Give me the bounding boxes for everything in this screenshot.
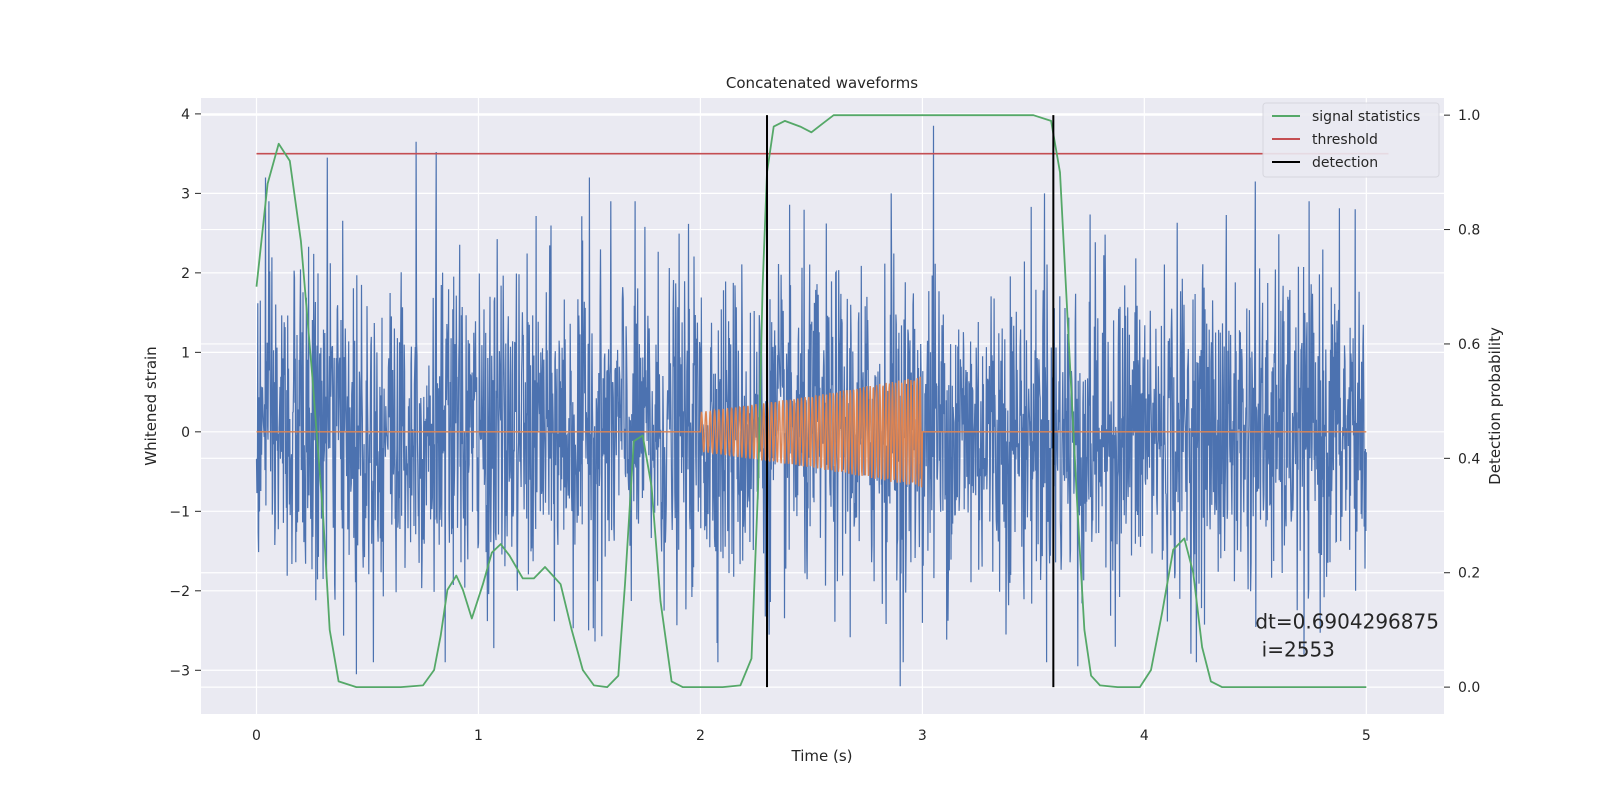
legend: signal statistics threshold detection: [1262, 102, 1440, 178]
y-tick-label: −2: [169, 584, 190, 600]
y2-tick-label: 0.6: [1458, 337, 1480, 353]
noise-line: [255, 125, 1367, 687]
injection-line: [256, 376, 1367, 488]
signal-statistics-series: [255, 114, 1367, 688]
detection-series: [766, 115, 1055, 688]
y2-tick-label: 0.4: [1458, 451, 1480, 467]
x-axis-ticks: 0 1 2 3 4 5: [252, 728, 1371, 744]
y-tick-label: 0: [181, 425, 190, 441]
annotation-dt: dt=0.6904296875: [1255, 610, 1439, 634]
x-tick-label: 3: [918, 728, 927, 744]
y-tick-label: 1: [181, 345, 190, 361]
y-tick-label: 4: [181, 107, 190, 123]
legend-label-signal-statistics: signal statistics: [1312, 109, 1420, 125]
signal-statistics-line: [255, 114, 1367, 688]
y2-tick-label: 0.0: [1458, 680, 1480, 696]
x-tick-label: 5: [1362, 728, 1371, 744]
legend-box: [1262, 102, 1440, 178]
y2-axis-ticks: 0.0 0.2 0.4 0.6 0.8 1.0: [1444, 108, 1480, 696]
x-tick-label: 1: [474, 728, 483, 744]
y-tick-label: 2: [181, 266, 190, 282]
y-axis-ticks: −3 −2 −1 0 1 2 3 4: [169, 107, 201, 679]
injection-series: [256, 376, 1367, 488]
y2-axis-label: Detection probability: [1486, 327, 1504, 485]
y-tick-label: −3: [169, 663, 190, 679]
y2-tick-label: 0.8: [1458, 223, 1480, 239]
legend-label-threshold: threshold: [1312, 132, 1378, 148]
annotation-index: i=2553: [1255, 638, 1335, 662]
chart-title: Concatenated waveforms: [726, 74, 918, 92]
y2-tick-label: 1.0: [1458, 108, 1480, 124]
legend-label-detection: detection: [1312, 155, 1378, 171]
y-tick-label: 3: [181, 186, 190, 202]
x-tick-label: 0: [252, 728, 261, 744]
x-tick-label: 2: [696, 728, 705, 744]
x-axis-label: Time (s): [791, 747, 853, 765]
noise-series: [255, 125, 1367, 687]
y-tick-label: −1: [169, 504, 190, 520]
x-tick-label: 4: [1140, 728, 1149, 744]
y2-tick-label: 0.2: [1458, 566, 1480, 582]
y-axis-label: Whitened strain: [142, 346, 160, 465]
